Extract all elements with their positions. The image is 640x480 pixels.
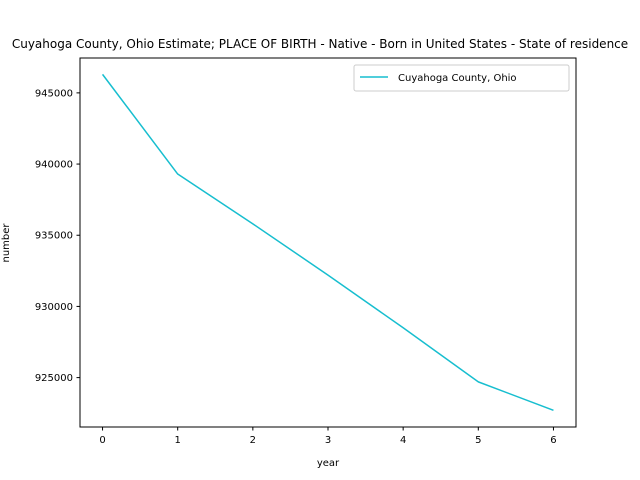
data-point: [177, 173, 179, 175]
x-axis: 0 1 2 3 4 5 6: [99, 427, 557, 446]
x-tick-label: 0: [99, 435, 105, 446]
plot-area: 0 1 2 3 4 5 6 925000 930000 935000 940000 945000: [35, 57, 577, 446]
data-layer: [101, 73, 555, 412]
chart-title: Cuyahoga County, Ohio Estimate; PLACE OF…: [12, 37, 628, 51]
legend: Cuyahoga County, Ohio: [353, 64, 570, 92]
y-tick-label: 940000: [35, 160, 73, 171]
x-axis-label: year: [317, 458, 340, 469]
y-tick-label: 925000: [35, 373, 73, 384]
data-point: [102, 74, 104, 76]
legend-label: Cuyahoga County, Ohio: [398, 73, 517, 84]
data-point: [327, 274, 329, 276]
y-tick-label: 930000: [35, 302, 73, 313]
x-tick-label: 1: [175, 435, 181, 446]
data-point: [402, 327, 404, 329]
y-tick-label: 935000: [35, 231, 73, 242]
plot-frame: [79, 57, 577, 428]
x-tick-label: 3: [325, 435, 331, 446]
y-tick-label: 945000: [35, 88, 73, 99]
data-point: [252, 223, 254, 225]
data-point: [553, 410, 555, 412]
series-line: [101, 73, 554, 412]
x-tick-label: 6: [550, 435, 556, 446]
legend-box: [353, 64, 570, 92]
data-point: [478, 381, 480, 383]
x-tick-label: 5: [475, 435, 481, 446]
y-axis: 925000 930000 935000 940000 945000: [35, 88, 80, 384]
x-tick-label: 4: [400, 435, 406, 446]
y-axis-label: number: [1, 223, 12, 263]
x-tick-label: 2: [250, 435, 256, 446]
